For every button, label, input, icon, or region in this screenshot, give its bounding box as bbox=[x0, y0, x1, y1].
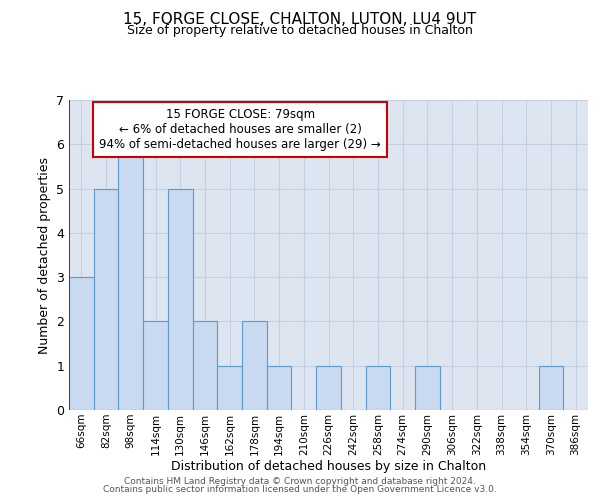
Bar bbox=[242, 322, 267, 410]
Text: Contains HM Land Registry data © Crown copyright and database right 2024.: Contains HM Land Registry data © Crown c… bbox=[124, 477, 476, 486]
Bar bbox=[193, 322, 217, 410]
Text: 15 FORGE CLOSE: 79sqm
← 6% of detached houses are smaller (2)
94% of semi-detach: 15 FORGE CLOSE: 79sqm ← 6% of detached h… bbox=[100, 108, 381, 151]
Bar bbox=[539, 366, 563, 410]
Bar bbox=[267, 366, 292, 410]
Bar bbox=[143, 322, 168, 410]
Text: Size of property relative to detached houses in Chalton: Size of property relative to detached ho… bbox=[127, 24, 473, 37]
Bar bbox=[217, 366, 242, 410]
Text: Contains public sector information licensed under the Open Government Licence v3: Contains public sector information licen… bbox=[103, 484, 497, 494]
Text: 15, FORGE CLOSE, CHALTON, LUTON, LU4 9UT: 15, FORGE CLOSE, CHALTON, LUTON, LU4 9UT bbox=[124, 12, 476, 28]
X-axis label: Distribution of detached houses by size in Chalton: Distribution of detached houses by size … bbox=[171, 460, 486, 473]
Bar bbox=[94, 188, 118, 410]
Bar bbox=[168, 188, 193, 410]
Bar bbox=[415, 366, 440, 410]
Y-axis label: Number of detached properties: Number of detached properties bbox=[38, 156, 50, 354]
Bar bbox=[69, 277, 94, 410]
Bar bbox=[118, 144, 143, 410]
Bar bbox=[316, 366, 341, 410]
Bar bbox=[365, 366, 390, 410]
